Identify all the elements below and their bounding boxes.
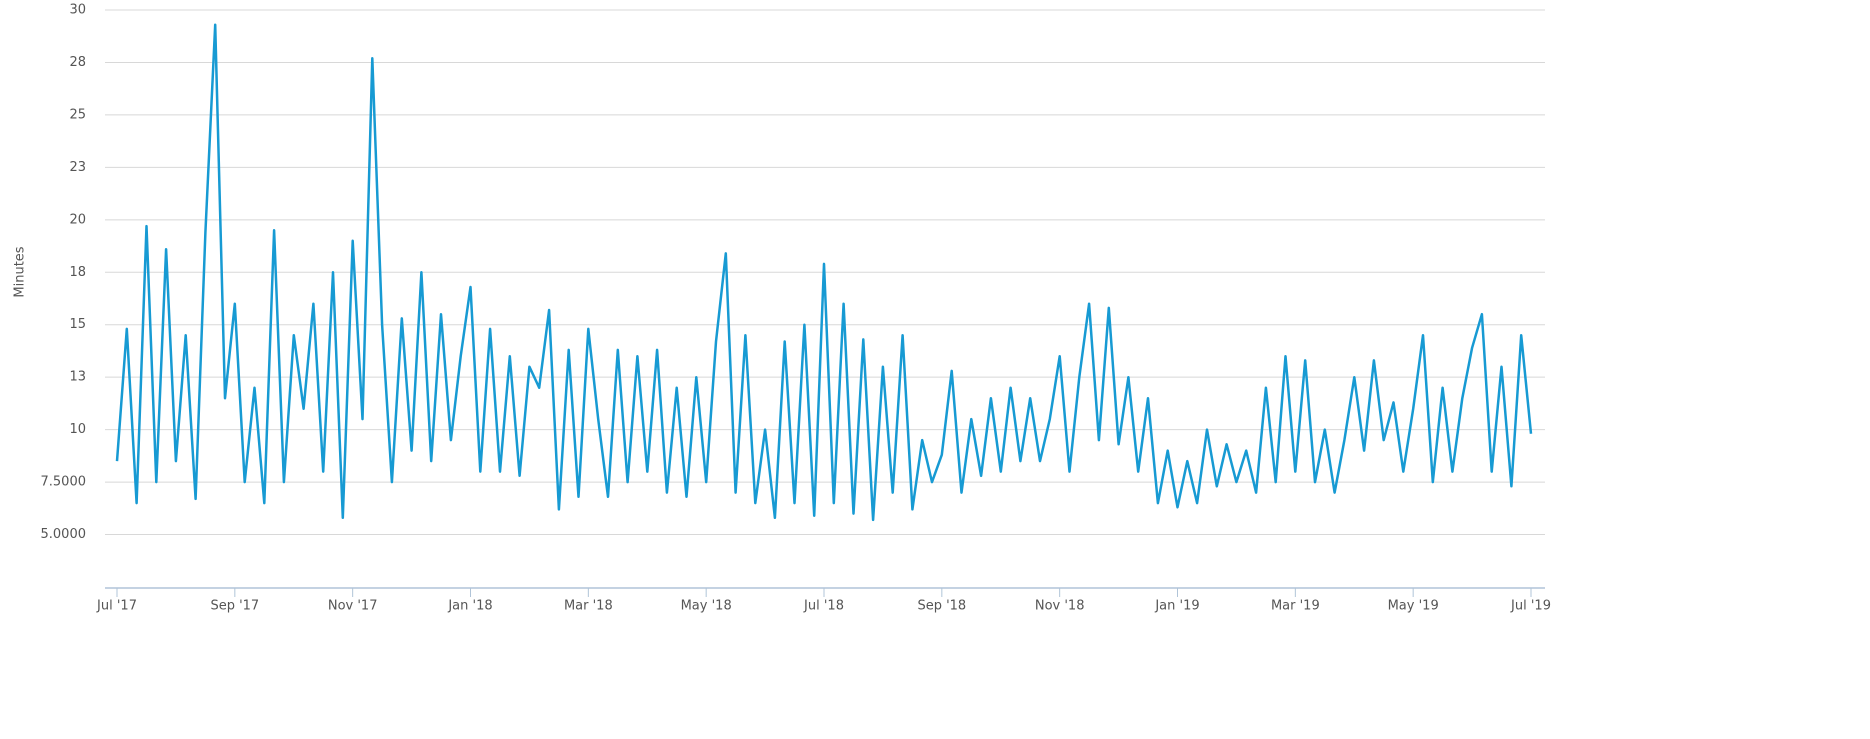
y-tick-label: 13 xyxy=(69,370,86,385)
x-tick-label: May '19 xyxy=(1388,599,1439,614)
y-tick-label: 5.0000 xyxy=(41,527,87,542)
y-tick-label: 23 xyxy=(69,160,86,175)
y-tick-label: 10 xyxy=(69,422,86,437)
x-tick-label: May '18 xyxy=(681,599,732,614)
x-tick-label: Jul '19 xyxy=(1510,599,1551,614)
y-tick-label: 18 xyxy=(69,265,86,280)
x-tick-label: Sep '17 xyxy=(210,599,259,614)
x-tick-label: Jan '18 xyxy=(447,599,492,614)
y-tick-label: 20 xyxy=(69,212,86,227)
x-tick-label: Nov '17 xyxy=(328,599,378,614)
y-axis-title: Minutes xyxy=(13,246,28,297)
y-tick-label: 15 xyxy=(69,317,86,332)
x-tick-label: Jul '17 xyxy=(96,599,137,614)
y-tick-label: 7.5000 xyxy=(41,475,87,490)
data-line xyxy=(115,23,1533,522)
x-tick-label: Jul '18 xyxy=(803,599,844,614)
x-tick-label: Nov '18 xyxy=(1035,599,1085,614)
y-tick-label: 25 xyxy=(69,107,86,122)
x-tick-label: Mar '18 xyxy=(564,599,613,614)
y-tick-label: 30 xyxy=(69,3,86,18)
x-tick-label: Mar '19 xyxy=(1271,599,1320,614)
y-tick-label: 28 xyxy=(69,55,86,70)
x-tick-label: Sep '18 xyxy=(917,599,966,614)
x-tick-label: Jan '19 xyxy=(1154,599,1199,614)
